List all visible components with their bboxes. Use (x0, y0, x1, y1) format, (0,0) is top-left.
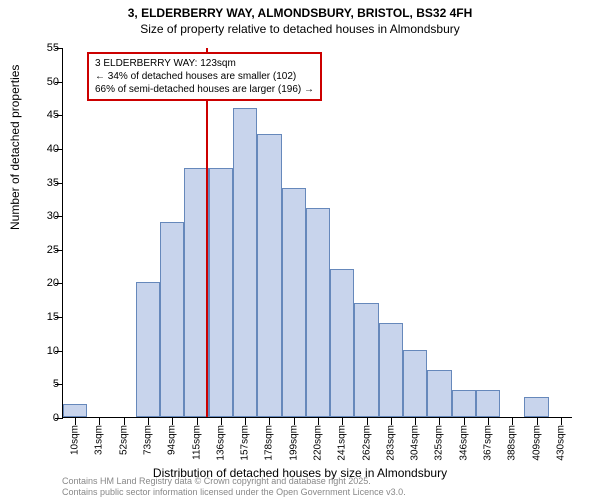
x-tick-label: 367sqm (483, 425, 494, 461)
histogram-bar (306, 208, 330, 417)
histogram-bar (427, 370, 451, 417)
histogram-bar (184, 168, 208, 417)
histogram-bar (354, 303, 378, 417)
x-tick (269, 417, 270, 425)
histogram-bar (63, 404, 87, 417)
x-tick-label: 10sqm (70, 425, 81, 455)
histogram-bar (209, 168, 233, 417)
x-tick-label: 430sqm (555, 425, 566, 461)
x-tick-label: 325sqm (434, 425, 445, 461)
x-tick-label: 346sqm (458, 425, 469, 461)
footer-attribution: Contains HM Land Registry data © Crown c… (62, 476, 406, 498)
annotation-box: 3 ELDERBERRY WAY: 123sqm← 34% of detache… (87, 52, 322, 101)
x-tick (148, 417, 149, 425)
y-tick-label: 20 (47, 277, 59, 289)
histogram-bar (330, 269, 354, 417)
x-tick (245, 417, 246, 425)
annotation-line: ← 34% of detached houses are smaller (10… (95, 70, 314, 83)
x-tick (512, 417, 513, 425)
footer-line-2: Contains public sector information licen… (62, 487, 406, 498)
x-tick (318, 417, 319, 425)
x-tick-label: 178sqm (264, 425, 275, 461)
x-tick-label: 31sqm (94, 425, 105, 455)
x-tick-label: 94sqm (167, 425, 178, 455)
y-tick-label: 10 (47, 345, 59, 357)
y-tick-label: 45 (47, 109, 59, 121)
x-tick (294, 417, 295, 425)
x-tick-label: 115sqm (191, 425, 202, 460)
annotation-line: 3 ELDERBERRY WAY: 123sqm (95, 57, 314, 70)
x-tick (537, 417, 538, 425)
histogram-bar (282, 188, 306, 417)
page-title: 3, ELDERBERRY WAY, ALMONDSBURY, BRISTOL,… (0, 6, 600, 22)
histogram-bar (379, 323, 403, 417)
histogram-bar (257, 134, 281, 417)
x-tick (561, 417, 562, 425)
x-tick (488, 417, 489, 425)
histogram-bar (233, 108, 257, 417)
x-tick-label: 409sqm (531, 425, 542, 461)
annotation-line: 66% of semi-detached houses are larger (… (95, 83, 314, 96)
x-tick-label: 241sqm (337, 425, 348, 461)
histogram-bar (403, 350, 427, 417)
x-tick-label: 136sqm (215, 425, 226, 461)
x-tick (439, 417, 440, 425)
page-subtitle: Size of property relative to detached ho… (0, 22, 600, 38)
x-tick-label: 220sqm (313, 425, 324, 461)
x-tick-label: 283sqm (385, 425, 396, 461)
footer-line-1: Contains HM Land Registry data © Crown c… (62, 476, 406, 487)
x-tick (197, 417, 198, 425)
histogram-bar (136, 282, 160, 417)
chart-area: 051015202530354045505510sqm31sqm52sqm73s… (62, 48, 572, 418)
x-tick-label: 199sqm (288, 425, 299, 461)
x-tick (221, 417, 222, 425)
x-tick (391, 417, 392, 425)
y-tick-label: 30 (47, 210, 59, 222)
histogram-plot: 051015202530354045505510sqm31sqm52sqm73s… (62, 48, 572, 418)
x-tick-label: 157sqm (240, 425, 251, 461)
x-tick-label: 262sqm (361, 425, 372, 461)
x-tick (75, 417, 76, 425)
x-tick (464, 417, 465, 425)
histogram-bar (524, 397, 548, 417)
histogram-bar (160, 222, 184, 417)
x-tick (342, 417, 343, 425)
x-tick-label: 388sqm (507, 425, 518, 461)
histogram-bar (452, 390, 476, 417)
histogram-bar (476, 390, 500, 417)
x-tick-label: 52sqm (118, 425, 129, 455)
y-tick-label: 55 (47, 42, 59, 54)
x-tick-label: 304sqm (410, 425, 421, 461)
y-tick-label: 35 (47, 177, 59, 189)
x-tick (367, 417, 368, 425)
y-tick-label: 50 (47, 76, 59, 88)
x-tick (172, 417, 173, 425)
y-tick-label: 5 (53, 378, 59, 390)
y-tick-label: 0 (53, 412, 59, 424)
x-tick (415, 417, 416, 425)
y-axis-label: Number of detached properties (8, 65, 22, 230)
x-tick (124, 417, 125, 425)
reference-line (206, 48, 208, 417)
y-tick-label: 15 (47, 311, 59, 323)
x-tick (99, 417, 100, 425)
y-tick-label: 40 (47, 143, 59, 155)
x-tick-label: 73sqm (143, 425, 154, 455)
y-tick-label: 25 (47, 244, 59, 256)
